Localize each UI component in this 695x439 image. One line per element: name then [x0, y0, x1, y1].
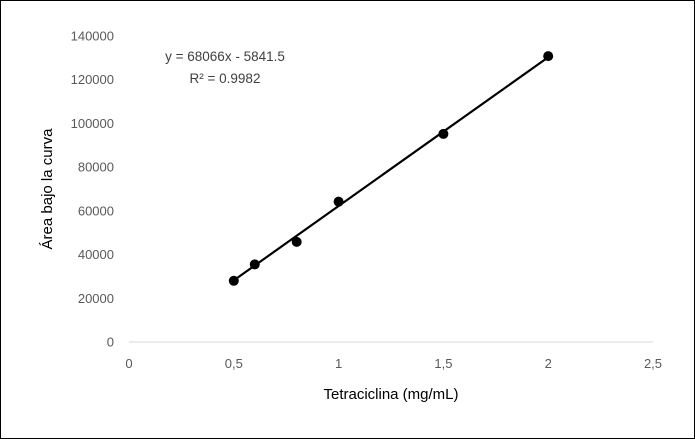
data-point: [228, 275, 239, 286]
data-point: [333, 196, 344, 207]
data-point: [438, 128, 449, 139]
trendline-equation: y = 68066x - 5841.5: [165, 49, 285, 64]
data-point: [249, 259, 260, 270]
x-tick-label: 1: [335, 356, 342, 371]
data-point: [291, 236, 302, 247]
r-squared-label: R² = 0.9982: [190, 71, 261, 86]
x-axis-title: Tetraciclina (mg/mL): [323, 386, 458, 403]
y-tick-label: 100000: [71, 116, 114, 131]
y-tick-labels: 0 20000 40000 60000 80000 100000 120000 140000: [71, 29, 114, 350]
x-tick-label: 0: [125, 356, 132, 371]
y-tick-label: 140000: [71, 29, 114, 44]
y-tick-label: 60000: [78, 203, 114, 218]
y-tick-label: 40000: [78, 247, 114, 262]
y-tick-label: 0: [107, 335, 114, 350]
data-point: [543, 51, 554, 62]
x-tick-label: 2,5: [644, 356, 662, 371]
x-tick-label: 0,5: [225, 356, 243, 371]
y-tick-label: 120000: [71, 72, 114, 87]
trendline: [233, 56, 549, 282]
y-tick-label: 80000: [78, 160, 114, 175]
x-tick-label: 2: [545, 356, 552, 371]
x-tick-labels: 0 0,5 1 1,5 2 2,5: [125, 356, 662, 371]
data-points: [228, 51, 554, 286]
x-tick-label: 1,5: [434, 356, 452, 371]
y-axis-title: Área bajo la curva: [39, 128, 56, 250]
y-tick-label: 20000: [78, 291, 114, 306]
